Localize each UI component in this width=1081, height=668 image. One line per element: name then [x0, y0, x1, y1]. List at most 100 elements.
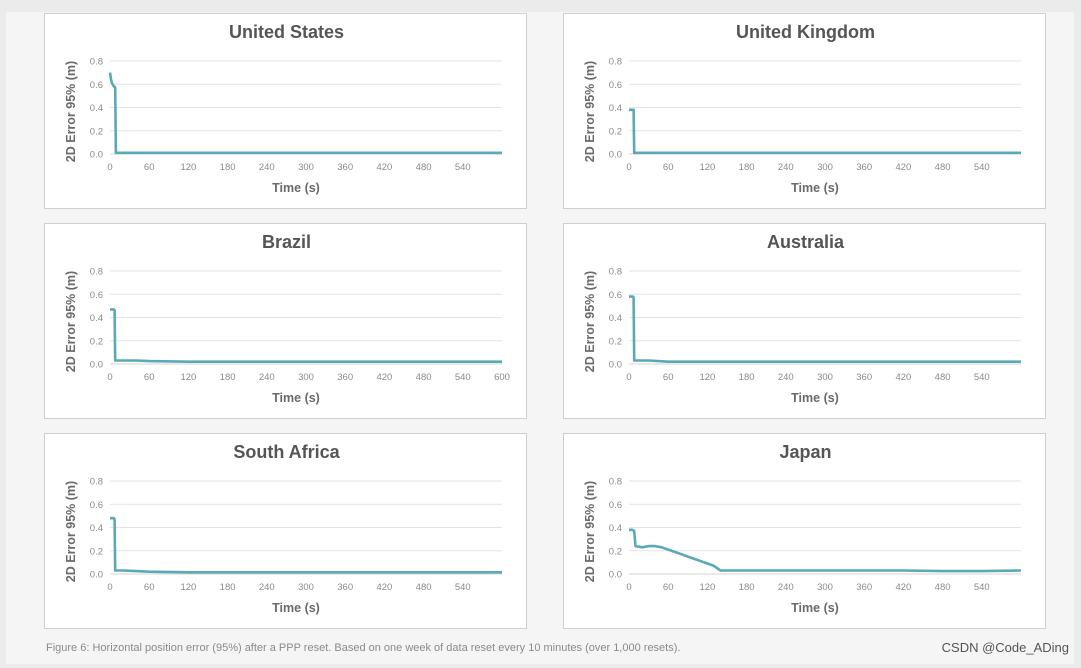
x-tick-label: 360 [337, 162, 353, 173]
chart-title: Brazil [262, 232, 311, 252]
x-tick-label: 420 [895, 372, 911, 383]
x-tick-label: 480 [416, 372, 432, 383]
y-tick-label: 0.8 [609, 477, 622, 488]
y-tick-label: 0.2 [90, 546, 103, 557]
series-line [108, 72, 502, 155]
x-tick-label: 180 [220, 582, 236, 593]
x-tick-label: 300 [817, 372, 833, 383]
x-tick-label: 0 [626, 162, 631, 173]
chart-svg: United States 0.0 0.2 0.4 0.6 0.8 0 60 120 180 240… [64, 22, 502, 195]
x-tick-label: 60 [663, 582, 674, 593]
y-tick-label: 0.4 [90, 313, 103, 324]
chart-panel-united-states: United States 0.0 0.2 0.4 0.6 0.8 0 60 120 180 240… [44, 13, 527, 209]
x-tick-label: 540 [455, 372, 471, 383]
y-tick-label: 0.4 [609, 523, 622, 534]
y-axis-label: 2D Error 95% (m) [64, 61, 78, 162]
figure-caption: Figure 6: Horizontal position error (95%… [46, 642, 681, 654]
y-tick-label: 0.2 [90, 336, 103, 347]
x-tick-label: 60 [144, 582, 155, 593]
y-axis-label: 2D Error 95% (m) [583, 271, 597, 372]
x-tick-label: 300 [817, 162, 833, 173]
chart-title: South Africa [233, 442, 340, 462]
x-tick-label: 0 [107, 162, 112, 173]
y-tick-label: 0.4 [90, 103, 103, 114]
chart-title: United Kingdom [736, 22, 875, 42]
x-tick-label: 120 [699, 162, 715, 173]
x-tick-label: 240 [259, 162, 275, 173]
y-tick-label: 0.0 [90, 150, 103, 161]
x-tick-label: 240 [778, 582, 794, 593]
y-tick-label: 0.6 [609, 290, 622, 301]
chart-svg: United Kingdom 0.0 0.2 0.4 0.6 0.8 0 60 120 180 24… [583, 22, 1021, 195]
x-tick-label: 420 [895, 162, 911, 173]
x-tick-label: 540 [974, 162, 990, 173]
series-line [629, 295, 1021, 363]
x-tick-label: 240 [778, 372, 794, 383]
y-tick-label: 0.6 [90, 80, 103, 91]
x-tick-label: 180 [739, 582, 755, 593]
x-tick-label: 480 [935, 582, 951, 593]
x-tick-label: 120 [699, 582, 715, 593]
y-tick-label: 0.0 [609, 150, 622, 161]
series-line [629, 528, 1022, 573]
chart-title: United States [229, 22, 344, 42]
x-tick-label: 480 [416, 162, 432, 173]
chart-panel-australia: Australia 0.0 0.2 0.4 0.6 0.8 0 60 120 180 240 300 3… [563, 223, 1046, 419]
y-tick-label: 0.6 [90, 500, 103, 511]
x-tick-label: 360 [856, 372, 872, 383]
chart-title: Australia [767, 232, 845, 252]
x-axis-label: Time (s) [791, 181, 839, 195]
x-tick-label: 120 [180, 372, 196, 383]
y-tick-label: 0.8 [90, 267, 103, 278]
x-tick-label: 240 [259, 372, 275, 383]
x-tick-label: 540 [455, 582, 471, 593]
y-tick-label: 0.2 [90, 126, 103, 137]
chart-panel-brazil: Brazil 0.0 0.2 0.4 0.6 0.8 0 60 120 180 240 300 360 4… [44, 223, 527, 419]
y-tick-label: 0.4 [609, 103, 622, 114]
y-tick-label: 0.0 [609, 360, 622, 371]
watermark: CSDN @Code_ADing [941, 640, 1069, 655]
x-tick-label: 60 [144, 162, 155, 173]
x-tick-label: 480 [416, 582, 432, 593]
y-axis-label: 2D Error 95% (m) [583, 481, 597, 582]
x-tick-label: 0 [626, 372, 631, 383]
x-axis-label: Time (s) [791, 391, 839, 405]
x-tick-label: 180 [220, 162, 236, 173]
x-tick-label: 0 [107, 372, 112, 383]
x-tick-label: 480 [935, 162, 951, 173]
x-tick-label: 180 [739, 372, 755, 383]
x-tick-label: 420 [376, 582, 392, 593]
x-tick-label: 120 [180, 162, 196, 173]
series-line [110, 308, 502, 363]
y-tick-label: 0.6 [90, 290, 103, 301]
x-tick-label: 300 [298, 162, 314, 173]
x-tick-label: 60 [663, 162, 674, 173]
y-tick-label: 0.6 [609, 80, 622, 91]
y-tick-label: 0.0 [609, 570, 622, 581]
x-tick-label: 600 [494, 372, 510, 383]
series-line [629, 108, 1021, 155]
y-axis-label: 2D Error 95% (m) [583, 61, 597, 162]
x-tick-label: 360 [337, 582, 353, 593]
x-tick-label: 360 [337, 372, 353, 383]
x-tick-label: 120 [180, 582, 196, 593]
x-tick-label: 300 [298, 372, 314, 383]
x-tick-label: 240 [778, 162, 794, 173]
y-tick-label: 0.4 [609, 313, 622, 324]
x-tick-label: 180 [220, 372, 236, 383]
chart-svg: Brazil 0.0 0.2 0.4 0.6 0.8 0 60 120 180 240 300 360 4… [64, 232, 510, 405]
y-tick-label: 0.0 [90, 360, 103, 371]
y-tick-label: 0.8 [609, 267, 622, 278]
chart-svg: Australia 0.0 0.2 0.4 0.6 0.8 0 60 120 180 240 300 3… [583, 232, 1021, 405]
y-tick-label: 0.8 [90, 57, 103, 68]
x-tick-label: 420 [376, 372, 392, 383]
x-tick-label: 540 [974, 582, 990, 593]
x-tick-label: 300 [298, 582, 314, 593]
x-axis-label: Time (s) [272, 181, 320, 195]
y-tick-label: 0.2 [609, 546, 622, 557]
x-tick-label: 360 [856, 162, 872, 173]
chart-svg: Japan 0.0 0.2 0.4 0.6 0.8 0 60 120 180 240 300 360 42… [583, 442, 1022, 615]
x-tick-label: 360 [856, 582, 872, 593]
series-line [110, 516, 502, 574]
y-tick-label: 0.4 [90, 523, 103, 534]
